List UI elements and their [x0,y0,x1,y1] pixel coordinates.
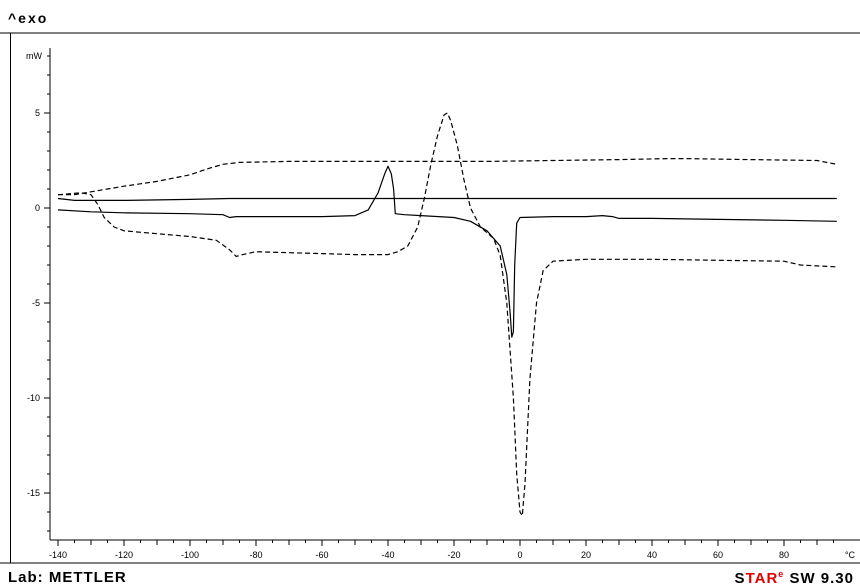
x-tick-label: 60 [713,550,723,560]
series-line-3 [58,158,837,196]
x-tick-label: 40 [647,550,657,560]
series-line-2 [57,165,837,338]
software-version: STARe SW 9.30 [735,569,854,587]
x-tick-label: -80 [249,550,262,560]
x-tick-label: -40 [381,550,394,560]
y-tick-label: -10 [27,393,40,403]
star-version: SW 9.30 [784,570,854,587]
dsc-chart: 5 0 -5 -10 -15 mW -140 -120 -100 -80 -60 -40 -20 0 20 4… [0,32,860,564]
y-unit-label: mW [26,51,42,61]
star-trademark: e [778,569,785,579]
lab-label: Lab: METTLER [8,569,127,586]
axes-group: 5 0 -5 -10 -15 mW -140 -120 -100 -80 -60 -40 -20 0 20 4… [26,48,860,560]
x-unit-label: °C [845,550,856,560]
x-tick-label: -120 [115,550,133,560]
x-tick-label: -60 [315,550,328,560]
x-tick-label: -100 [181,550,199,560]
exo-direction-label: ^exo [8,10,49,26]
x-tick-label: 80 [779,550,789,560]
y-tick-label: -5 [32,298,40,308]
star-tar: TAR [745,570,779,587]
x-tick-label: -140 [49,550,67,560]
series-group [57,112,837,517]
series-line-1 [57,197,837,201]
y-tick-label: 0 [35,203,40,213]
series-line-4 [57,112,837,517]
x-tick-label: 0 [517,550,522,560]
star-s: S [734,570,746,587]
y-tick-label: 5 [35,108,40,118]
x-tick-label: 20 [581,550,591,560]
y-tick-label: -15 [27,488,40,498]
x-tick-label: -20 [447,550,460,560]
